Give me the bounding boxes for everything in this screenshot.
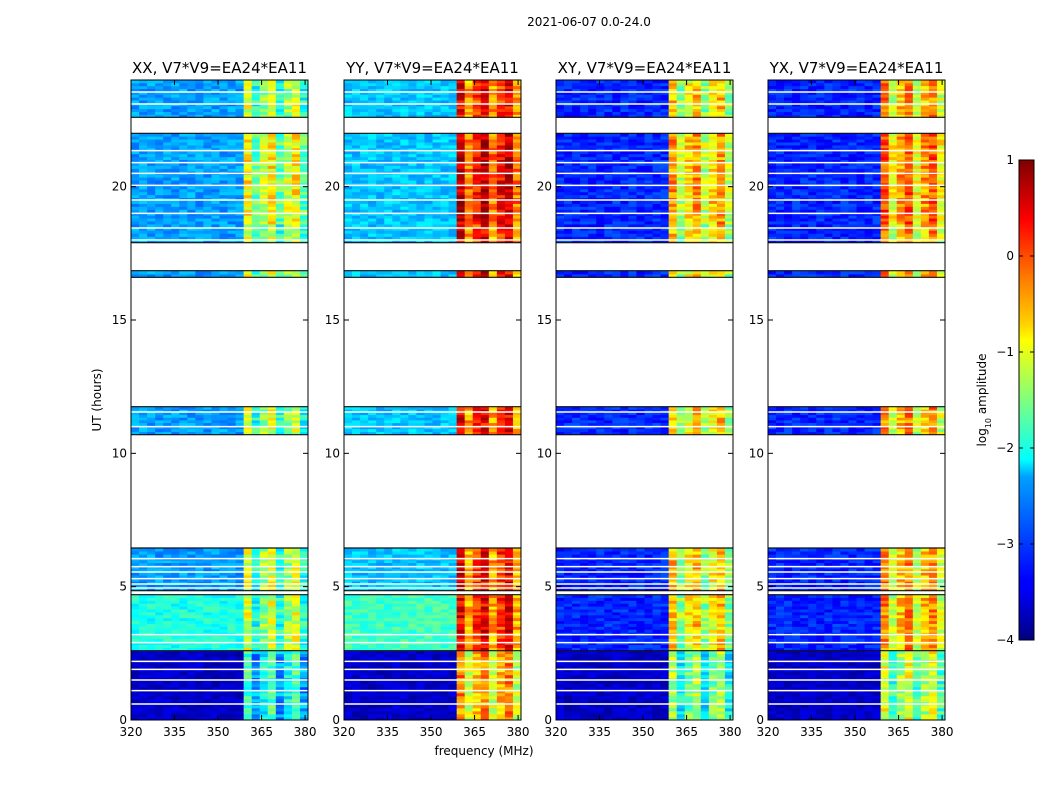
y-tick-label: 0 — [544, 713, 552, 727]
y-tick-label: 10 — [749, 446, 764, 460]
axes-frame — [343, 79, 522, 721]
x-tick-label: 320 — [757, 725, 780, 739]
y-tick-label: 15 — [325, 313, 340, 327]
y-tick-label: 5 — [756, 580, 764, 594]
x-tick-label: 320 — [120, 725, 143, 739]
y-tick-label: 20 — [112, 180, 127, 194]
y-tick-label: 20 — [537, 180, 552, 194]
y-tick-label: 20 — [325, 180, 340, 194]
colorbar-tick-label: −3 — [996, 537, 1014, 551]
y-tick-label: 20 — [749, 180, 764, 194]
x-tick-label: 365 — [887, 725, 910, 739]
x-tick-label: 320 — [333, 725, 356, 739]
x-tick-label: 365 — [463, 725, 486, 739]
colorbar-tick-label: −4 — [996, 633, 1014, 647]
x-axis-label: frequency (MHz) — [434, 744, 533, 758]
x-tick-label: 380 — [294, 725, 317, 739]
x-tick-label: 350 — [844, 725, 867, 739]
colorbar-ticks: 1 0 −1 −2 −3 −4 — [996, 153, 1034, 647]
x-tick-label: 380 — [507, 725, 530, 739]
panel-xx: XX, V7*V9=EA24*EA11 320 335 350 365 380 0 5 10 15… — [112, 59, 317, 739]
x-tick-label: 335 — [376, 725, 399, 739]
panel-xy: XY, V7*V9=EA24*EA11 320 335 350 365 380 0 5 10 15… — [537, 59, 742, 739]
y-tick-label: 0 — [332, 713, 340, 727]
x-tick-label: 365 — [675, 725, 698, 739]
colorbar: 1 0 −1 −2 −3 −4 log10 amplitude — [975, 153, 1035, 647]
heatmap-cells — [556, 80, 733, 720]
colorbar-tick-label: −2 — [996, 441, 1014, 455]
y-tick-label: 10 — [112, 446, 127, 460]
x-tick-label: 365 — [250, 725, 273, 739]
x-tick-label: 350 — [207, 725, 230, 739]
y-tick-label: 0 — [756, 713, 764, 727]
panel-yx: YX, V7*V9=EA24*EA11 320 335 350 365 380 0 5 10 15… — [749, 59, 954, 739]
x-tick-label: 380 — [719, 725, 742, 739]
panel-title: YX, V7*V9=EA24*EA11 — [769, 59, 944, 77]
colorbar-tick-label: −1 — [996, 345, 1014, 359]
colorbar-tick-label: 1 — [1006, 153, 1014, 167]
panel-title: YY, V7*V9=EA24*EA11 — [345, 59, 519, 77]
panel-title: XX, V7*V9=EA24*EA11 — [132, 59, 307, 77]
x-tick-label: 335 — [163, 725, 186, 739]
x-tick-label: 335 — [800, 725, 823, 739]
heatmap-cells — [344, 80, 521, 720]
y-tick-label: 5 — [544, 580, 552, 594]
axes-frame — [767, 79, 946, 721]
y-tick-label: 10 — [537, 446, 552, 460]
y-tick-label: 15 — [112, 313, 127, 327]
y-axis-label: UT (hours) — [90, 368, 104, 431]
y-tick-label: 0 — [119, 713, 127, 727]
x-tick-label: 380 — [931, 725, 954, 739]
axes-frame — [130, 79, 309, 721]
x-tick-label: 350 — [420, 725, 443, 739]
y-tick-label: 15 — [749, 313, 764, 327]
panels-group: XX, V7*V9=EA24*EA11 320 335 350 365 380 0 5 10 15… — [112, 59, 954, 739]
y-tick-label: 5 — [119, 580, 127, 594]
axes-frame — [555, 79, 734, 721]
x-tick-label: 350 — [632, 725, 655, 739]
colorbar-label: log10 amplitude — [975, 354, 993, 447]
x-tick-label: 335 — [588, 725, 611, 739]
y-tick-label: 5 — [332, 580, 340, 594]
y-tick-label: 10 — [325, 446, 340, 460]
figure-suptitle: 2021-06-07 0.0-24.0 — [527, 15, 651, 29]
heatmap-cells — [131, 80, 308, 720]
y-tick-label: 15 — [537, 313, 552, 327]
heatmap-cells — [768, 80, 945, 720]
colorbar-gradient — [1018, 159, 1035, 641]
panel-title: XY, V7*V9=EA24*EA11 — [558, 59, 732, 77]
colorbar-tick-label: 0 — [1006, 249, 1014, 263]
x-tick-label: 320 — [545, 725, 568, 739]
panel-yy: YY, V7*V9=EA24*EA11 320 335 350 365 380 0 5 10 15… — [325, 59, 530, 739]
